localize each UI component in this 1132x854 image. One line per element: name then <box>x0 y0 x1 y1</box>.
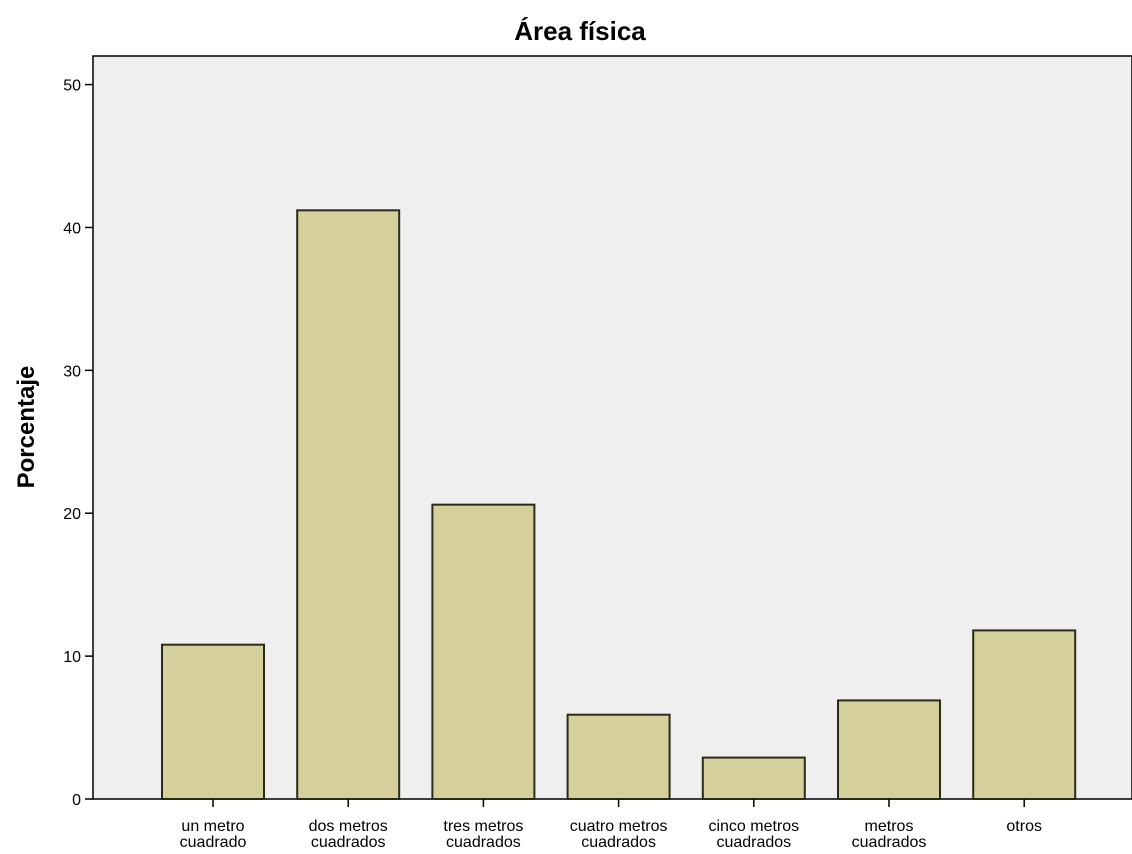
y-tick-label: 0 <box>72 792 81 809</box>
y-tick-label: 20 <box>63 506 81 523</box>
x-tick-label: cuadrados <box>446 834 521 851</box>
bar <box>161 643 265 801</box>
y-axis: 0 10 20 30 40 50 <box>63 78 93 809</box>
y-tick-label: 40 <box>63 220 81 237</box>
bar <box>972 629 1077 801</box>
x-tick-label: cuadrados <box>311 834 386 851</box>
x-tick-label: cuadrados <box>716 834 791 851</box>
x-tick-label: cuadrados <box>852 834 927 851</box>
bar <box>837 699 941 800</box>
bar <box>701 756 806 801</box>
y-axis-label: Porcentaje <box>13 366 40 489</box>
bar <box>566 713 671 800</box>
y-tick-label: 10 <box>63 649 81 666</box>
x-tick-label: dos metros <box>309 818 388 835</box>
x-tick-label: un metro <box>181 818 244 835</box>
plot-area <box>92 55 1132 800</box>
x-tick-label: cinco metros <box>708 818 799 835</box>
x-tick-label: tres metros <box>443 818 523 835</box>
y-tick-label: 50 <box>63 78 81 95</box>
bar <box>296 209 401 801</box>
y-tick-label: 30 <box>63 363 81 380</box>
x-tick-label: otros <box>1006 818 1042 835</box>
x-tick-label: cuatro metros <box>570 818 668 835</box>
chart-title: Área física <box>514 16 646 46</box>
x-tick-label: cuadrados <box>581 834 656 851</box>
x-tick-label: metros <box>865 818 914 835</box>
x-tick-label: cuadrado <box>180 834 247 851</box>
bar <box>431 503 536 800</box>
